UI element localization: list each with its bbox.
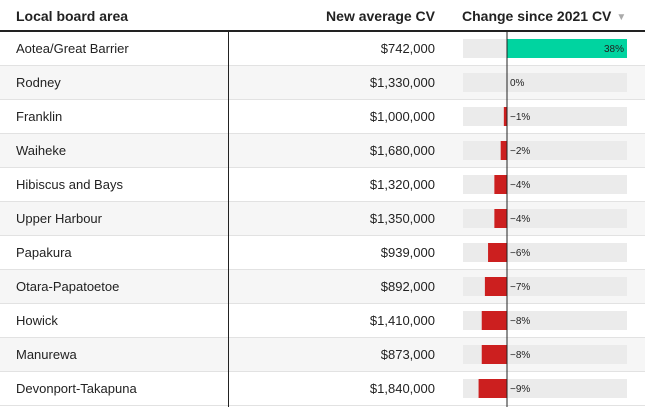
cell-local-board-area: Otara-Papatoetoe [16,279,120,294]
table-row: Howick $1,410,000 [0,304,645,338]
cell-new-average-cv: $873,000 [380,347,435,362]
table-row: Hibiscus and Bays $1,320,000 [0,168,645,202]
bar-track [463,73,627,92]
cell-local-board-area: Franklin [16,109,63,124]
cell-new-average-cv: $892,000 [380,279,435,294]
bar [481,345,507,364]
bar [494,209,507,228]
cell-local-board-area: Howick [16,313,58,328]
table-row: Papakura $939,000 [0,236,645,270]
bar-track [463,141,627,160]
cell-new-average-cv: $742,000 [380,41,435,56]
cell-local-board-area: Rodney [16,75,61,90]
data-label: −1% [510,112,530,123]
cell-new-average-cv: $939,000 [380,245,435,260]
bar-track [463,107,627,126]
bar-track [463,175,627,194]
bar [478,379,507,398]
cell-new-average-cv: $1,840,000 [369,381,435,396]
column-header-area[interactable]: Local board area [16,8,129,24]
cell-local-board-area: Upper Harbour [16,211,102,226]
bar [503,107,507,126]
bar-track [463,243,627,262]
table-row: Franklin $1,000,000 [0,100,645,134]
data-label: −7% [510,282,530,293]
column-divider [228,32,229,407]
column-header-cv[interactable]: New average CV [326,8,435,24]
data-label: −8% [510,350,530,361]
cell-new-average-cv: $1,350,000 [369,211,435,226]
bar [500,141,507,160]
column-header-change-label: Change since 2021 CV [462,8,612,24]
cell-new-average-cv: $1,320,000 [369,177,435,192]
bar-track [463,209,627,228]
table-row: Devonport-Takapuna $1,840,000 [0,372,645,406]
data-label: −4% [510,214,530,225]
bar [488,243,507,262]
cell-local-board-area: Hibiscus and Bays [16,177,123,192]
data-label: −9% [510,384,530,395]
table-row: Aotea/Great Barrier $742,000 [0,32,645,66]
cell-local-board-area: Devonport-Takapuna [16,381,137,396]
cell-local-board-area: Manurewa [16,347,77,362]
cell-new-average-cv: $1,000,000 [369,109,435,124]
cell-new-average-cv: $1,680,000 [369,143,435,158]
cell-local-board-area: Waiheke [16,143,67,158]
triangle-down-icon[interactable]: ▼ [616,12,627,23]
data-label: 0% [510,78,525,89]
column-header-change[interactable]: Change since 2021 CV ▼ [462,8,626,24]
data-label: −4% [510,180,530,191]
data-label: −2% [510,146,530,157]
data-label: −6% [510,248,530,259]
bar [494,175,507,194]
cell-local-board-area: Papakura [16,245,72,260]
cell-local-board-area: Aotea/Great Barrier [16,41,129,56]
cell-new-average-cv: $1,330,000 [369,75,435,90]
bar [481,311,507,330]
table-header: Local board area New average CV Change s… [0,0,645,32]
cell-new-average-cv: $1,410,000 [369,313,435,328]
bar [507,39,627,58]
change-bar-chart: 38% 0% −1% −2% −4% −4% −6% −7% −8% −8% −9% [463,32,627,407]
bar [484,277,507,296]
data-label: −8% [510,316,530,327]
data-label: 38% [604,44,624,55]
